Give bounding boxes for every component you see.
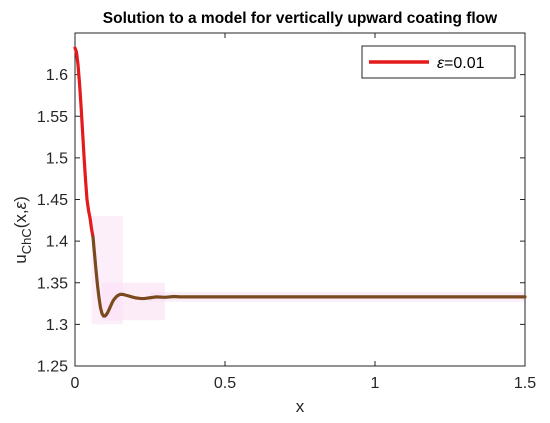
x-tick-label: 0 <box>71 375 80 392</box>
series-line <box>73 46 95 239</box>
y-tick-label: 1.4 <box>46 234 68 251</box>
legend-entry-label: ε=0.01 <box>437 55 485 72</box>
plot-area <box>74 32 526 367</box>
y-axis-label-close: ) <box>11 196 30 202</box>
x-tick-label: 0.5 <box>214 375 236 392</box>
y-tick-label: 1.5 <box>46 150 68 167</box>
legend-entry-value: =0.01 <box>444 55 485 72</box>
series-line <box>91 235 527 318</box>
y-axis-label-epsilon: ε <box>11 201 30 209</box>
legend: ε=0.01 <box>361 45 516 79</box>
y-tick-label: 1.55 <box>37 109 68 126</box>
y-axis-label-subscript: ChC <box>19 228 34 254</box>
series-lines <box>73 46 527 318</box>
y-tick-label: 1.6 <box>46 67 68 84</box>
y-axis-label-args: (x, <box>11 209 30 228</box>
y-tick-label: 1.25 <box>37 359 68 376</box>
x-tick-label: 1 <box>371 375 380 392</box>
y-tick-label: 1.45 <box>37 192 68 209</box>
y-axis-label: uChC(x,ε) <box>11 196 34 264</box>
x-axis-label: x <box>296 397 305 416</box>
y-tick-label: 1.3 <box>46 317 68 334</box>
y-tick-label: 1.35 <box>37 275 68 292</box>
x-tick-label: 1.5 <box>514 375 536 392</box>
chart-title: Solution to a model for vertically upwar… <box>103 10 498 27</box>
legend-entry-epsilon: ε <box>437 55 445 72</box>
axis-ticks: 0 0.5 1 1.5 1.25 1.3 1.35 1.4 1.45 1.5 1.55 1.6 <box>37 33 536 392</box>
y-axis-label-base: u <box>11 254 30 263</box>
